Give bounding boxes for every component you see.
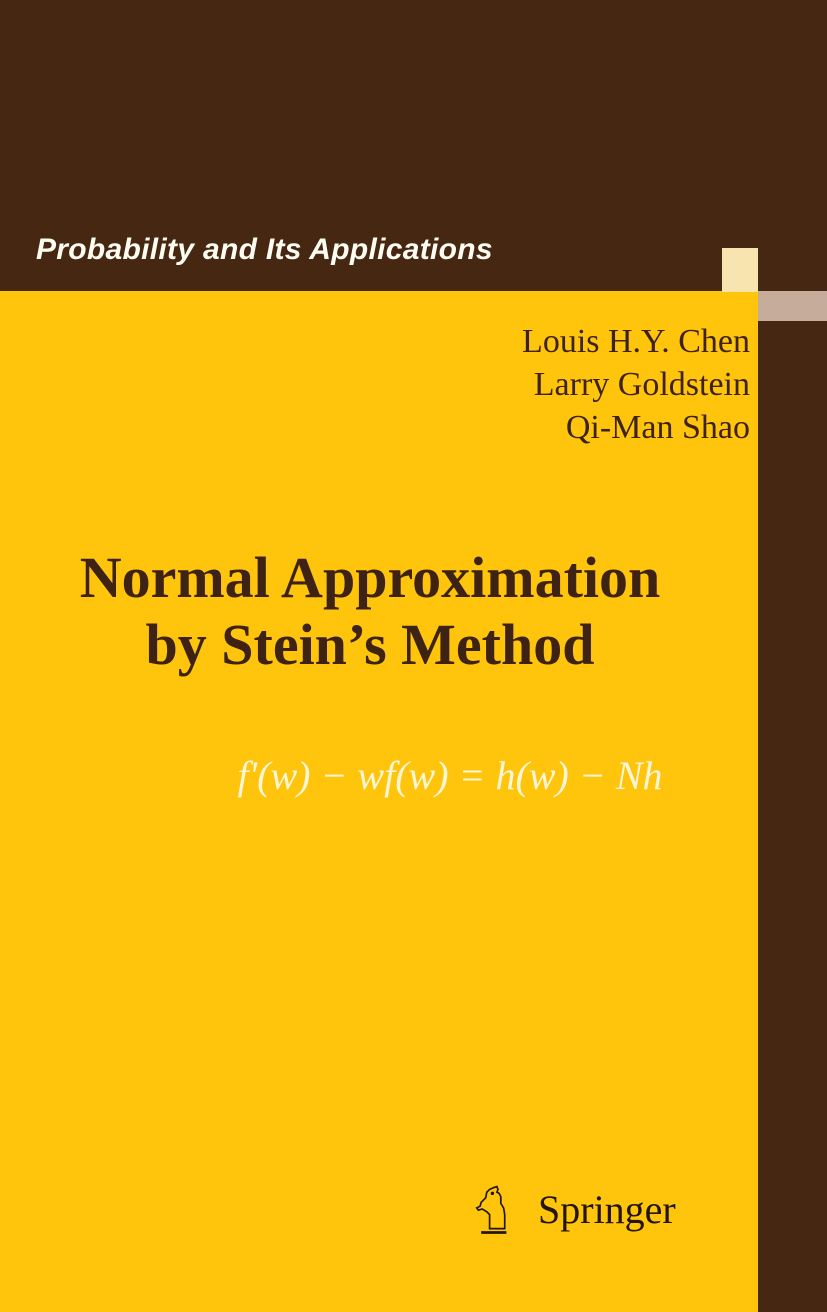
springer-horse-icon [470, 1181, 526, 1237]
author-line-2: Larry Goldstein [330, 363, 750, 406]
publisher-name-text: Springer [538, 1186, 676, 1233]
title-line-2: by Stein’s Method [0, 612, 740, 679]
author-line-3: Qi-Man Shao [330, 406, 750, 449]
series-title-text: Probability and Its Applications [36, 233, 726, 267]
book-title: Normal Approximation by Stein’s Method [0, 545, 740, 678]
right-spine-strip [758, 0, 827, 1312]
equation-text: f'(w) − wf(w) = h(w) − Nh [150, 752, 750, 799]
decorative-cream-square [722, 248, 758, 292]
publisher-block: Springer [470, 1181, 676, 1237]
book-cover: Probability and Its Applications Louis H… [0, 0, 827, 1312]
author-line-1: Louis H.Y. Chen [330, 320, 750, 363]
decorative-taupe-rectangle [758, 291, 827, 321]
authors-block: Louis H.Y. Chen Larry Goldstein Qi-Man S… [330, 320, 750, 450]
title-line-1: Normal Approximation [0, 545, 740, 612]
